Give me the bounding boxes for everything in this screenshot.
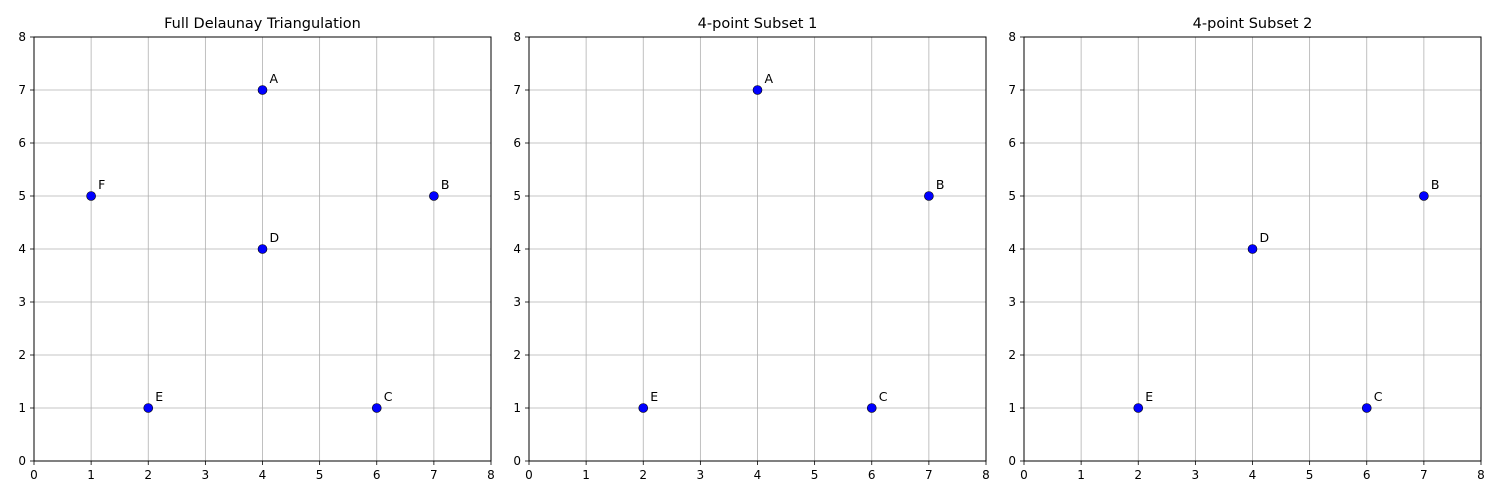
y-tick-label: 1	[513, 401, 521, 415]
x-tick-label: 6	[868, 468, 876, 482]
y-tick-label: 3	[1008, 295, 1016, 309]
y-tick-label: 7	[513, 83, 521, 97]
point-label-A: A	[765, 71, 774, 86]
data-point-D	[257, 244, 268, 254]
x-tick-label: 7	[925, 468, 933, 482]
point-label-D: D	[1260, 230, 1270, 245]
x-tick-label: 7	[1420, 468, 1428, 482]
x-tick-label: 1	[582, 468, 590, 482]
x-tick-label: 4	[754, 468, 762, 482]
x-tick-label: 1	[87, 468, 95, 482]
y-tick-label: 6	[1008, 136, 1016, 150]
x-tick-label: 6	[1363, 468, 1371, 482]
data-point-A	[752, 85, 763, 95]
y-tick-label: 5	[513, 189, 521, 203]
x-tick-label: 2	[144, 468, 152, 482]
data-point-C	[866, 403, 877, 413]
chart-panel-2: 0 1 2 3 4 5 6 7 8 0 1 2 3 4 5 6 7 8 4-point Subset 1 A B C E	[513, 16, 989, 482]
y-tick-label: 7	[18, 83, 26, 97]
point-label-C: C	[879, 389, 888, 404]
x-tick-label: 3	[202, 468, 210, 482]
data-point-E	[1133, 403, 1144, 413]
x-tick-label: 2	[1134, 468, 1142, 482]
x-tick-label: 8	[982, 468, 990, 482]
x-tick-label: 5	[811, 468, 819, 482]
data-point-E	[143, 403, 154, 413]
point-label-B: B	[936, 177, 945, 192]
y-tick-label: 1	[1008, 401, 1016, 415]
x-tick-label: 4	[259, 468, 267, 482]
chart-title: Full Delaunay Triangulation	[164, 16, 361, 32]
x-tick-label: 5	[1306, 468, 1314, 482]
y-tick-label: 1	[18, 401, 26, 415]
x-tick-label: 1	[1077, 468, 1085, 482]
point-label-C: C	[1374, 389, 1383, 404]
y-tick-label: 4	[18, 242, 26, 256]
y-tick-label: 2	[1008, 348, 1016, 362]
chart-panel-1: 0 1 2 3 4 5 6 7 8 0 1 2 3 4 5 6 7 8 Full Delaunay Triangul…	[18, 16, 494, 482]
y-tick-label: 2	[18, 348, 26, 362]
y-tick-label: 8	[1008, 30, 1016, 44]
point-label-D: D	[270, 230, 280, 245]
x-tick-label: 0	[1020, 468, 1028, 482]
y-tick-label: 8	[18, 30, 26, 44]
y-tick-label: 8	[513, 30, 521, 44]
data-point-A	[257, 85, 268, 95]
y-tick-label: 5	[18, 189, 26, 203]
y-tick-label: 6	[18, 136, 26, 150]
x-tick-label: 3	[1192, 468, 1200, 482]
chart-title: 4-point Subset 1	[698, 16, 818, 32]
data-point-F	[86, 191, 96, 201]
x-tick-label: 4	[1249, 468, 1257, 482]
x-tick-label: 0	[525, 468, 533, 482]
chart-panel-3: 0 1 2 3 4 5 6 7 8 0 1 2 3 4 5 6 7 8 4-point Subset 2 B C D E	[1008, 16, 1484, 482]
x-tick-label: 8	[487, 468, 495, 482]
y-tick-label: 2	[513, 348, 521, 362]
data-point-B	[924, 191, 934, 201]
point-label-A: A	[270, 71, 279, 86]
y-tick-label: 0	[513, 454, 521, 468]
y-tick-label: 6	[513, 136, 521, 150]
y-tick-label: 0	[18, 454, 26, 468]
point-label-B: B	[441, 177, 450, 192]
data-point-C	[1361, 403, 1372, 413]
x-tick-label: 3	[697, 468, 705, 482]
x-tick-label: 7	[430, 468, 438, 482]
x-tick-label: 8	[1477, 468, 1485, 482]
y-tick-label: 5	[1008, 189, 1016, 203]
data-point-D	[1247, 244, 1258, 254]
point-label-C: C	[384, 389, 393, 404]
point-label-E: E	[1145, 389, 1153, 404]
y-tick-label: 3	[18, 295, 26, 309]
data-point-B	[1419, 191, 1429, 201]
point-label-B: B	[1431, 177, 1440, 192]
x-tick-label: 5	[316, 468, 324, 482]
y-tick-label: 0	[1008, 454, 1016, 468]
y-tick-label: 3	[513, 295, 521, 309]
point-label-F: F	[98, 177, 105, 192]
point-label-E: E	[155, 389, 163, 404]
data-point-E	[638, 403, 649, 413]
data-point-B	[429, 191, 439, 201]
chart-title: 4-point Subset 2	[1193, 16, 1313, 32]
y-tick-label: 7	[1008, 83, 1016, 97]
point-label-E: E	[650, 389, 658, 404]
data-point-C	[371, 403, 382, 413]
x-tick-label: 0	[30, 468, 38, 482]
x-tick-label: 6	[373, 468, 381, 482]
y-tick-label: 4	[513, 242, 521, 256]
y-tick-label: 4	[1008, 242, 1016, 256]
x-tick-label: 2	[639, 468, 647, 482]
